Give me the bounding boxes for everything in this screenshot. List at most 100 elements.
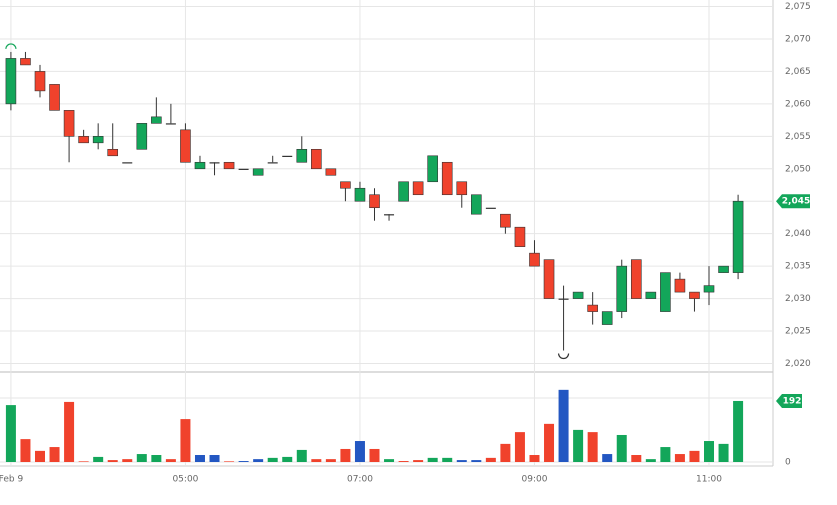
candle-body — [630, 259, 642, 299]
candle-body — [514, 226, 526, 247]
volume-bar — [442, 457, 453, 462]
volume-bar — [296, 449, 307, 462]
x-tick-label: 07:00 — [347, 475, 373, 485]
candle-body — [267, 162, 278, 164]
volume-bar — [602, 454, 613, 462]
volume-bar — [34, 450, 45, 462]
volume-bar — [514, 432, 525, 462]
candle-body — [180, 129, 191, 163]
candle-body — [456, 181, 468, 196]
candle-body — [223, 161, 235, 170]
candle-body — [209, 162, 220, 164]
value-tag-label: 2,045 — [782, 197, 810, 207]
volume-bar — [238, 461, 249, 462]
candle-body — [689, 291, 700, 299]
low-marker — [557, 353, 570, 360]
candle-body — [194, 161, 206, 170]
candle-body — [136, 123, 148, 150]
volume-bar — [616, 434, 627, 462]
volume-bar — [660, 447, 671, 462]
volume-bar — [573, 429, 584, 462]
candle-body — [34, 71, 46, 92]
candle-body — [485, 207, 496, 209]
volume-bar — [413, 460, 424, 462]
y-tick-label: 2,040 — [785, 229, 811, 239]
value-tag — [776, 194, 810, 209]
candle-body — [543, 259, 555, 299]
candle-body — [122, 162, 133, 164]
candle-body — [703, 285, 715, 293]
candle-body — [645, 291, 657, 299]
high-marker — [5, 43, 17, 50]
volume-bar — [427, 457, 438, 462]
volume-bar — [267, 457, 278, 462]
volume-bar — [500, 443, 511, 462]
candle-body — [49, 84, 60, 111]
volume-bar — [253, 459, 264, 462]
candle-body — [412, 181, 424, 196]
volume-tick-label: 0 — [785, 458, 791, 468]
candle-body — [384, 214, 395, 216]
candle-body — [674, 278, 686, 293]
y-tick-label: 2,055 — [785, 132, 811, 142]
y-tick-label: 2,020 — [785, 359, 811, 369]
volume-bar — [136, 454, 147, 462]
candle-body — [572, 291, 584, 299]
volume-bar — [674, 454, 685, 462]
volume-bar — [718, 443, 729, 462]
candle-body — [107, 148, 119, 157]
y-tick-label: 2,065 — [785, 67, 811, 77]
volume-bar — [93, 456, 104, 462]
volume-bar — [209, 455, 220, 462]
candle-body — [165, 123, 176, 125]
candle-body — [311, 148, 322, 170]
candle-body — [441, 161, 453, 196]
volume-bar — [529, 455, 540, 462]
value-tag — [776, 393, 802, 408]
volume-bar — [224, 461, 235, 462]
candle-body — [5, 58, 17, 105]
candle-body — [63, 110, 75, 137]
volume-bar — [122, 459, 133, 462]
candle-body — [252, 168, 264, 176]
candle-body — [587, 304, 598, 312]
volume-bar — [631, 455, 642, 462]
candle-body — [20, 58, 31, 66]
volume-bar — [151, 455, 162, 462]
candle-body — [398, 181, 409, 202]
candle-body — [732, 200, 744, 273]
candle-body — [471, 194, 482, 215]
volume-bar — [384, 459, 395, 462]
candle-body — [529, 252, 540, 267]
volume-bar — [20, 439, 31, 462]
candle-body — [151, 116, 162, 124]
y-tick-label: 2,060 — [785, 99, 811, 109]
x-tick-label: Feb 9 — [0, 475, 23, 485]
volume-bar — [471, 460, 482, 462]
x-tick-label: 09:00 — [522, 475, 548, 485]
candle-body — [78, 136, 89, 144]
candle-body — [296, 148, 308, 163]
candle-body — [616, 265, 628, 312]
volume-bar — [689, 450, 700, 462]
candle-body — [369, 194, 380, 209]
volume-bar — [165, 459, 176, 462]
candle-body — [340, 181, 351, 189]
candle-body — [427, 155, 438, 183]
y-tick-label: 2,030 — [785, 294, 811, 304]
volume-bar — [704, 441, 715, 462]
value-tag-label: 192 — [783, 396, 802, 406]
candle-body — [500, 213, 511, 228]
volume-bar — [485, 457, 496, 462]
candle-body — [354, 187, 366, 202]
candle-body — [601, 311, 613, 325]
volume-bar — [311, 459, 322, 462]
volume-bar — [325, 459, 336, 462]
candle-body — [325, 168, 337, 176]
y-tick-label: 2,075 — [785, 2, 811, 12]
y-tick-label: 2,025 — [785, 327, 811, 337]
candle-body — [238, 168, 249, 170]
volume-bar — [64, 401, 75, 462]
candle-body — [282, 155, 293, 157]
